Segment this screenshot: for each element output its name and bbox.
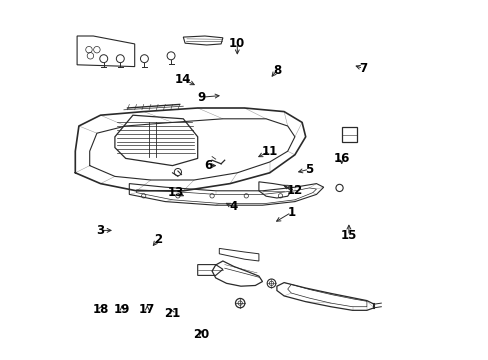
Text: 11: 11 xyxy=(261,145,277,158)
Text: 10: 10 xyxy=(229,37,245,50)
Text: 13: 13 xyxy=(168,186,184,199)
Text: 18: 18 xyxy=(92,303,108,316)
Text: 1: 1 xyxy=(286,206,295,219)
Text: 3: 3 xyxy=(96,224,104,237)
Text: 9: 9 xyxy=(197,91,205,104)
Text: 5: 5 xyxy=(305,163,313,176)
Text: 21: 21 xyxy=(164,307,180,320)
Text: 20: 20 xyxy=(193,328,209,341)
Text: 8: 8 xyxy=(272,64,281,77)
Text: 16: 16 xyxy=(333,152,349,165)
Text: 15: 15 xyxy=(340,229,356,242)
Text: 17: 17 xyxy=(139,303,155,316)
Text: 6: 6 xyxy=(204,159,212,172)
Text: 12: 12 xyxy=(286,184,303,197)
Text: 14: 14 xyxy=(175,73,191,86)
Text: 19: 19 xyxy=(114,303,130,316)
Text: 7: 7 xyxy=(359,62,366,75)
Text: 2: 2 xyxy=(154,233,162,246)
Text: 4: 4 xyxy=(229,201,237,213)
Bar xyxy=(341,127,356,142)
